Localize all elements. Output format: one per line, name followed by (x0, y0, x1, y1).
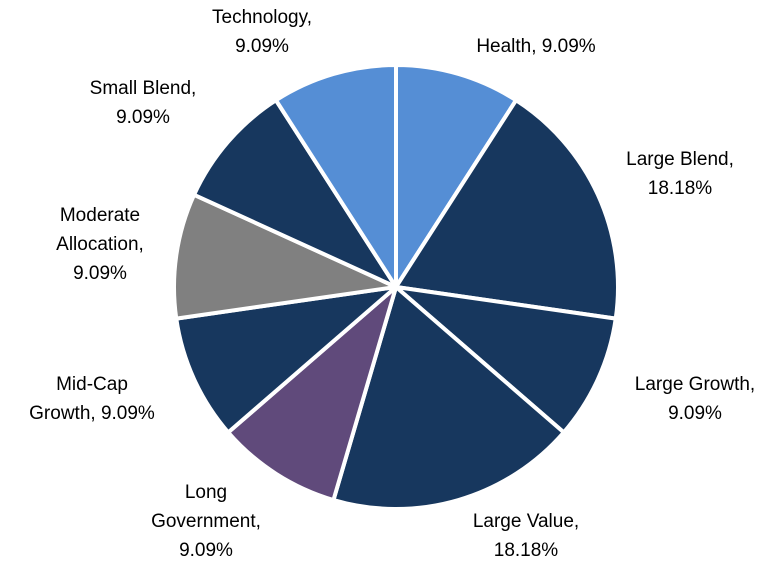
data-label-line: Health, 9.09% (476, 36, 595, 57)
data-label-line: Moderate (60, 205, 140, 226)
data-label-line: Allocation, (56, 234, 144, 255)
data-label-line: Large Blend, (626, 149, 734, 170)
data-label: Health, 9.09% (476, 36, 595, 57)
pie-slice (172, 192, 398, 321)
data-label: Mid-Cap Growth, 9.09% (29, 374, 155, 424)
data-label: Long Government, 9.09% (151, 482, 261, 561)
data-label-line: 9.09% (235, 36, 289, 57)
data-label-line: Large Value, (473, 511, 579, 532)
pie-slice (394, 285, 618, 435)
pie-slice (273, 63, 398, 289)
data-label-line: Small Blend, (90, 78, 197, 99)
data-label-line: 18.18% (494, 540, 559, 561)
data-label: Small Blend, 9.09% (90, 78, 197, 128)
data-label: Moderate Allocation, 9.09% (56, 205, 144, 284)
pie-slice (394, 63, 519, 289)
data-label-line: 9.09% (668, 403, 722, 424)
data-label-line: Growth, 9.09% (29, 403, 155, 424)
data-label-line: 9.09% (73, 263, 127, 284)
data-label-line: Mid-Cap (56, 374, 128, 395)
data-label-line: 18.18% (648, 178, 713, 199)
data-label: Large Growth, 9.09% (635, 374, 755, 424)
pie-slice (394, 98, 620, 321)
data-label: Large Blend, 18.18% (626, 149, 734, 199)
data-label-line: Large Growth, (635, 374, 755, 395)
data-label-line: 9.09% (116, 107, 170, 128)
pie-slice (331, 285, 566, 511)
pie-slice (174, 285, 398, 435)
pie-slice (192, 98, 398, 289)
data-label-line: 9.09% (179, 540, 233, 561)
data-label-line: Government, (151, 511, 261, 532)
pie-slice (226, 285, 398, 503)
data-label-line: Long (185, 482, 227, 503)
data-label: Technology, 9.09% (212, 7, 312, 57)
data-label-line: Technology, (212, 7, 312, 28)
data-label: Large Value, 18.18% (473, 511, 579, 561)
